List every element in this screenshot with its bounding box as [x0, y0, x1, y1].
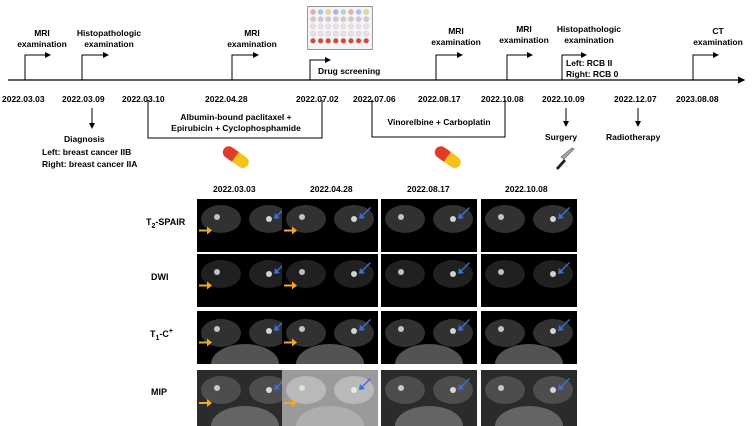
- date-2: 2022.03.10: [122, 94, 165, 104]
- well-plate-icon: [307, 6, 373, 50]
- scalpel-icon: [556, 147, 575, 170]
- timeline-lines: [8, 52, 746, 139]
- regimen1-line2: Epirubicin + Cyclophosphamide: [171, 123, 301, 133]
- right-lesion-arrow-icon: [359, 207, 371, 219]
- label-histo1: Histopathologic examination: [76, 28, 142, 49]
- right-lesion-arrow-icon: [558, 378, 570, 390]
- label-drug: Drug screening: [318, 66, 381, 76]
- mri-image-t2-spair-1: [282, 199, 378, 252]
- label-mri2: MRI examination: [227, 28, 277, 49]
- surgery-label: Surgery: [545, 132, 578, 142]
- date-1: 2022.03.09: [62, 94, 105, 104]
- col-header-3: 2022.10.08: [505, 184, 548, 194]
- mri-image-t2-spair-0: [197, 199, 293, 252]
- right-lesion-arrow-icon: [558, 319, 570, 331]
- mri-image-mip-2: [381, 370, 477, 426]
- row-label-mip: MIP: [151, 387, 168, 397]
- regimen2: Vinorelbine + Carboplatin: [387, 117, 491, 127]
- date-5: 2022.07.06: [353, 94, 396, 104]
- right-lesion-arrow-icon: [359, 262, 371, 274]
- right-lesion-arrow-icon: [458, 207, 470, 219]
- date-8: 2022.10.09: [542, 94, 585, 104]
- date-9: 2022.12.07: [614, 94, 657, 104]
- right-lesion-arrow-icon: [458, 319, 470, 331]
- right-lesion-arrow-icon: [458, 378, 470, 390]
- label-mri1: MRI examination: [17, 28, 67, 49]
- right-lesion-arrow-icon: [558, 207, 570, 219]
- mri-image-mip-1: [282, 370, 378, 426]
- arrow-drug: [309, 57, 331, 80]
- right-lesion-arrow-icon: [558, 262, 570, 274]
- regimen1-line1: Albumin-bound paclitaxel +: [180, 112, 292, 122]
- date-0: 2022.03.03: [2, 94, 45, 104]
- left-lesion-arrow-icon: [284, 338, 297, 347]
- row-label-t2: T2-SPAIR: [146, 217, 186, 230]
- left-lesion-arrow-icon: [284, 281, 297, 290]
- left-lesion-arrow-icon: [284, 399, 297, 407]
- diagnosis-right: Right: breast cancer IIA: [42, 159, 138, 169]
- arrow-mri1: [24, 52, 51, 80]
- bracket-regimen2: [371, 100, 506, 138]
- radiotherapy-label: Radiotherapy: [606, 132, 661, 142]
- left-lesion-arrow-icon: [199, 338, 212, 347]
- left-lesion-arrow-icon: [284, 226, 297, 235]
- left-lesion-arrow-icon: [199, 399, 212, 407]
- right-lesion-arrow-icon: [458, 262, 470, 274]
- arrow-histo2: [561, 52, 587, 80]
- col-header-1: 2022.04.28: [310, 184, 353, 194]
- mri-image-mip-3: [481, 370, 577, 426]
- bracket-regimen1: [147, 100, 323, 139]
- arrow-histo1: [81, 52, 109, 80]
- mri-image-t2-spair-3: [481, 199, 577, 252]
- mri-image-dwi-1: [282, 254, 378, 307]
- mri-image-dwi-2: [381, 254, 477, 307]
- arrow-ct: [692, 52, 719, 80]
- label-mri4: MRI examination: [499, 24, 549, 45]
- mri-image-dwi-0: [197, 254, 293, 307]
- diagnosis-title: Diagnosis: [64, 134, 105, 144]
- row-label-t1: T1-C+: [150, 328, 173, 342]
- col-header-0: 2022.03.03: [213, 184, 256, 194]
- arrow-mri2: [231, 52, 259, 80]
- mri-image-t1-contrast-1: [282, 311, 378, 364]
- mri-image-dwi-3: [481, 254, 577, 307]
- mri-image-t1-contrast-2: [381, 311, 477, 364]
- left-lesion-arrow-icon: [199, 226, 212, 235]
- arrow-mri3: [435, 52, 463, 80]
- date-6: 2022.08.17: [418, 94, 461, 104]
- right-lesion-arrow-icon: [359, 378, 371, 390]
- mri-image-t1-contrast-3: [481, 311, 577, 364]
- label-histo2: Histopathologic examination: [556, 24, 622, 45]
- date-10: 2023.08.08: [676, 94, 719, 104]
- mri-image-t1-contrast-0: [197, 311, 293, 364]
- date-4: 2022.07.02: [296, 94, 339, 104]
- date-7: 2022.10.08: [481, 94, 524, 104]
- diagnosis-left: Left: breast cancer IIB: [42, 147, 132, 157]
- pill-icon-2: [434, 146, 461, 169]
- date-3: 2022.04.28: [205, 94, 248, 104]
- label-mri3: MRI examination: [431, 26, 481, 47]
- row-label-dwi: DWI: [151, 272, 169, 282]
- mri-image-t2-spair-2: [381, 199, 477, 252]
- col-header-2: 2022.08.17: [407, 184, 450, 194]
- right-lesion-arrow-icon: [359, 319, 371, 331]
- arrow-mri4: [506, 52, 533, 80]
- label-ct: CT examination: [693, 26, 743, 47]
- label-rcb-right: Right: RCB 0: [566, 69, 619, 79]
- label-rcb-left: Left: RCB II: [566, 58, 613, 68]
- pill-icon: [222, 146, 249, 169]
- mri-image-mip-0: [197, 370, 293, 426]
- left-lesion-arrow-icon: [199, 281, 212, 290]
